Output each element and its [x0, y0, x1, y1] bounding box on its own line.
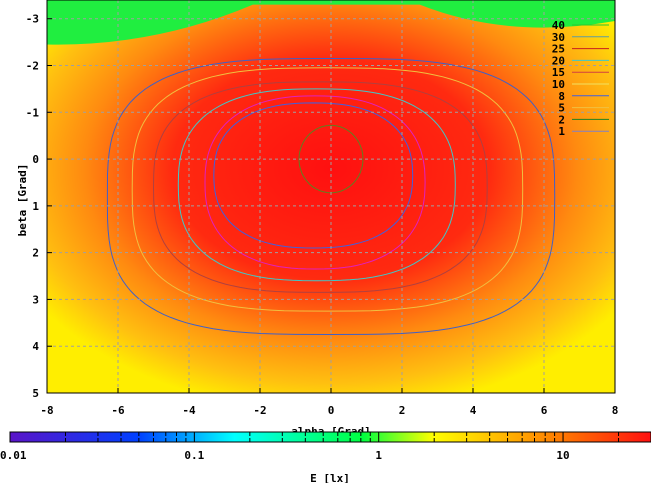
legend-label-30: 30 [552, 31, 565, 44]
y-tick-label: 3 [32, 293, 39, 306]
y-axis-ticks: -3 -2 -1 0 1 2 3 4 5 [26, 13, 52, 400]
x-tick-label: 4 [470, 404, 477, 417]
legend-label-2: 2 [558, 113, 565, 126]
legend-label-1: 1 [558, 125, 565, 138]
y-tick-label: 4 [32, 340, 39, 353]
colorbar-ticks: 0.01 0.1 1 10 [0, 432, 651, 462]
x-tick-label: 6 [541, 404, 548, 417]
contour-8 [152, 81, 488, 293]
x-tick-label: -2 [253, 404, 266, 417]
contour-15 [204, 95, 426, 270]
x-tick-label: -8 [40, 404, 53, 417]
x-tick-label: 0 [328, 404, 335, 417]
y-tick-label: -3 [26, 13, 39, 26]
y-tick-label: 1 [32, 200, 39, 213]
y-tick-label: 2 [32, 247, 39, 260]
legend-label-8: 8 [558, 90, 565, 103]
x-tick-label: -4 [182, 404, 196, 417]
colorbar-tick-label: 0.01 [0, 449, 27, 462]
x-axis-ticks: -8 -6 -4 -2 0 2 4 6 8 [40, 388, 618, 417]
colorbar-tick-label: 1 [375, 449, 382, 462]
legend-label-15: 15 [552, 66, 565, 79]
y-axis-label: beta [Grad] [16, 164, 29, 237]
y-tick-label: 0 [32, 153, 39, 166]
y-tick-label: -1 [26, 106, 40, 119]
green-region [47, 0, 615, 45]
colorbar: 0.01 0.1 1 10 E [lx] [0, 431, 651, 483]
x-tick-label: 2 [399, 404, 406, 417]
colorbar-tick-label: 10 [556, 449, 569, 462]
legend-label-40: 40 [552, 19, 565, 32]
colorbar-tick-label: 0.1 [184, 449, 204, 462]
legend-label-20: 20 [552, 54, 565, 67]
legend-label-10: 10 [552, 78, 565, 91]
contour-20 [213, 102, 414, 249]
contour-5 [131, 67, 524, 312]
colorbar-label: E [lx] [310, 472, 350, 483]
plot-area [46, 0, 616, 394]
contour-2 [106, 57, 556, 336]
contour-10 [177, 88, 456, 282]
legend-label-5: 5 [558, 102, 565, 115]
y-tick-label: -2 [26, 60, 39, 73]
y-tick-label: 5 [32, 387, 39, 400]
x-tick-label: -6 [111, 404, 125, 417]
grid [47, 0, 615, 393]
x-tick-label: 8 [612, 404, 619, 417]
legend-label-25: 25 [552, 43, 565, 56]
